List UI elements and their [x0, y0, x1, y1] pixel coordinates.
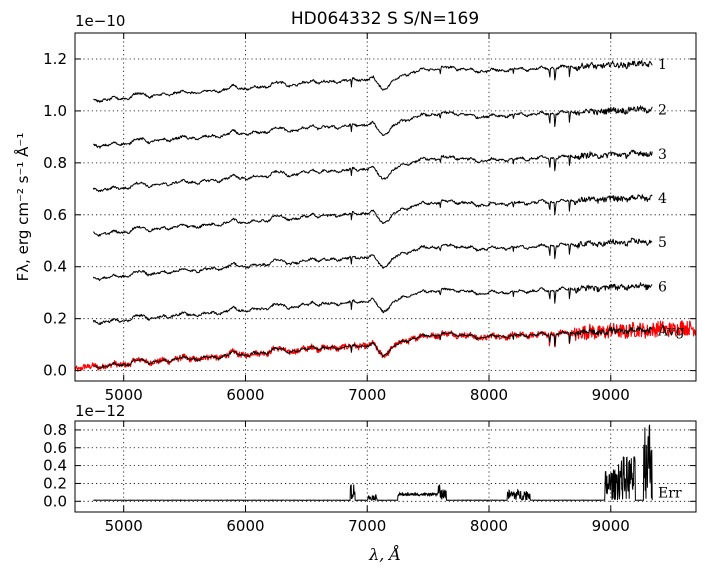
spectrum-line-2 — [93, 105, 653, 149]
series-label: 1 — [658, 57, 667, 73]
main-grid — [75, 33, 696, 381]
error-ticks: 5000 6000 7000 8000 9000 0.00.20.40.60.8 — [43, 421, 696, 535]
series-label: 5 — [658, 235, 667, 251]
y-tick-label: 0.6 — [43, 206, 67, 224]
y-tick-label: 1.0 — [43, 102, 67, 120]
x-tick-label: 9000 — [592, 386, 630, 404]
x-tick-label: 8000 — [470, 517, 508, 535]
y-tick-label: 0.4 — [43, 258, 67, 276]
spectrum-line-3 — [92, 149, 653, 193]
y-tick-label: 0.4 — [43, 457, 67, 475]
series-label: 6 — [658, 279, 667, 295]
series-labels: Avg 1 2 3 4 5 6 — [657, 57, 684, 339]
y-tick-label: 0.8 — [43, 154, 67, 172]
y-tick-label: 0.0 — [43, 492, 67, 510]
error-spectrum — [93, 424, 653, 502]
x-tick-label: 8000 — [470, 386, 508, 404]
series-label: 4 — [658, 191, 667, 207]
main-plot-frame — [74, 32, 697, 382]
y-tick-label: 0.6 — [43, 439, 67, 457]
x-tick-label: 5000 — [105, 517, 143, 535]
error-series-label: Err — [658, 485, 682, 501]
series-label: 3 — [658, 147, 667, 163]
spectrum-line-avg — [74, 320, 697, 372]
y-tick-label: 0.0 — [43, 362, 67, 380]
spectrum-line-5 — [92, 237, 653, 281]
spectrum-line-4 — [93, 194, 653, 237]
main-spectra — [74, 60, 697, 372]
spectrum-line-6 — [92, 282, 653, 325]
y-tick-label: 0.8 — [43, 421, 67, 439]
x-tick-label: 7000 — [348, 386, 386, 404]
main-offset-label: 1e−10 — [75, 12, 125, 30]
error-grid — [75, 421, 696, 512]
spectrum-line-1 — [93, 60, 653, 103]
x-tick-label: 6000 — [226, 386, 264, 404]
x-axis-label: λ, Å — [368, 544, 401, 564]
series-label: 2 — [658, 103, 667, 119]
error-offset-label: 1e−12 — [75, 402, 125, 420]
y-tick-label: 1.2 — [43, 50, 67, 68]
error-plot-frame — [74, 420, 697, 513]
x-tick-label: 6000 — [226, 517, 264, 535]
y-tick-label: 0.2 — [43, 474, 67, 492]
spectrum-line-avg-black — [93, 326, 653, 369]
x-tick-label: 5000 — [105, 386, 143, 404]
y-axis-label: Fλ, erg cm⁻² s⁻¹ Å⁻¹ — [13, 133, 32, 282]
y-tick-label: 0.2 — [43, 310, 67, 328]
main-panel: 5000 6000 7000 8000 9000 0.0 0.2 0.4 0.6 0.8 1.0 1.… — [13, 9, 697, 404]
error-line — [93, 424, 653, 502]
chart-title: HD064332 S S/N=169 — [291, 9, 479, 29]
x-tick-label: 7000 — [348, 517, 386, 535]
x-tick-label: 9000 — [592, 517, 630, 535]
main-ticks: 5000 6000 7000 8000 9000 0.0 0.2 0.4 0.6 0.8 1.0 1.… — [43, 33, 696, 404]
series-label: Avg — [657, 323, 684, 339]
error-labels: Err — [658, 485, 682, 501]
